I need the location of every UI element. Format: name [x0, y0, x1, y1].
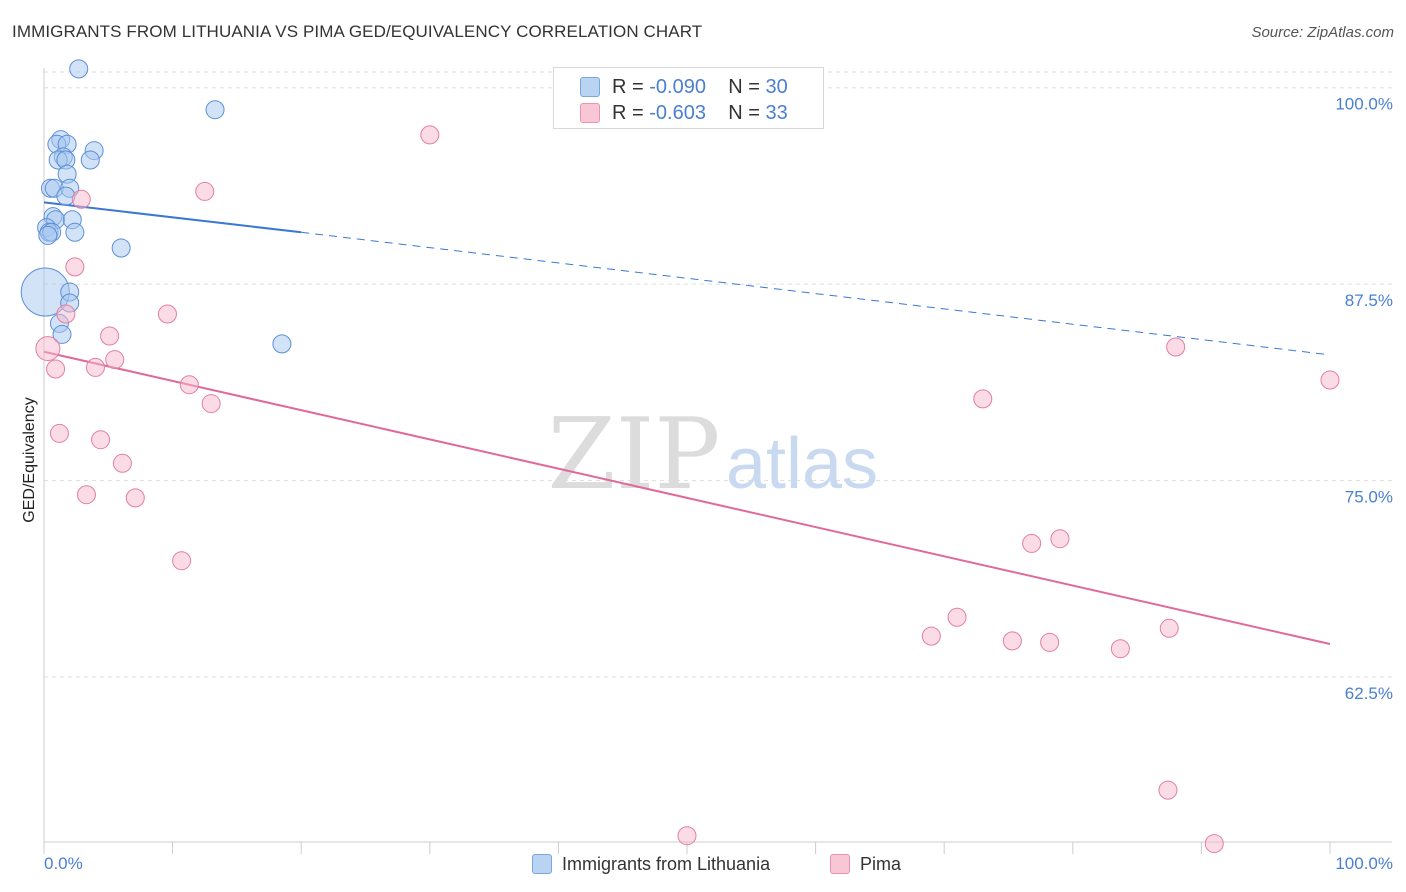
pima-point: [1166, 337, 1186, 357]
pima-point: [35, 336, 61, 362]
lithuania-trend-solid: [43, 201, 302, 234]
watermark-atlas: atlas: [726, 424, 878, 504]
pima-point: [1040, 632, 1060, 652]
y-tick-label: 100.0%: [1335, 95, 1393, 114]
y-tick-label: 75.0%: [1345, 488, 1393, 507]
lithuania-trend-dashed: [301, 231, 1331, 356]
pima-point: [420, 125, 440, 145]
pima-point: [1159, 618, 1179, 638]
pima-point: [46, 359, 66, 379]
pima-point: [201, 394, 221, 414]
lithuania-point: [52, 324, 72, 344]
legend-swatch-pink: [580, 103, 600, 123]
lithuania-point: [205, 100, 225, 120]
legend-swatch-pink: [830, 854, 850, 874]
lithuania-point: [56, 186, 76, 206]
source-credit: Source: ZipAtlas.com: [1251, 24, 1394, 41]
legend-swatch-blue: [580, 77, 600, 97]
pima-point: [100, 326, 120, 346]
data-points: [20, 59, 1340, 854]
pima-point: [157, 304, 177, 324]
r-label: R =: [612, 101, 650, 124]
pima-point: [1022, 533, 1042, 553]
pima-point: [71, 189, 91, 209]
axes: [43, 68, 1392, 854]
lithuania-point: [38, 225, 58, 245]
pima-point: [91, 430, 111, 450]
pima-point: [1320, 370, 1340, 390]
watermark-zip: ZIP: [548, 398, 721, 512]
pima-point: [677, 826, 697, 846]
pima-point: [85, 357, 105, 377]
lithuania-point: [111, 238, 131, 258]
n-value: 33: [765, 101, 788, 124]
n-label: N =: [728, 101, 766, 124]
n-value: 30: [765, 75, 788, 98]
lithuania-point: [80, 150, 100, 170]
y-tick-label: 87.5%: [1345, 291, 1393, 310]
pima-point: [947, 607, 967, 627]
pima-point: [65, 257, 85, 277]
r-label: R =: [612, 75, 650, 98]
r-value: -0.090: [649, 75, 706, 98]
lithuania-point: [69, 59, 89, 79]
pima-point: [56, 304, 76, 324]
n-label: N =: [728, 75, 766, 98]
pima-point: [1002, 631, 1022, 651]
pima-point: [1158, 780, 1178, 800]
pima-point: [112, 453, 132, 473]
x-tick-label: 100.0%: [1335, 854, 1393, 873]
pima-trend-solid: [43, 350, 1331, 645]
watermark: ZIP atlas: [548, 398, 878, 512]
pima-point: [49, 423, 69, 443]
legend-label: Immigrants from Lithuania: [562, 853, 771, 874]
pima-point: [76, 485, 96, 505]
gridlines: [44, 71, 1392, 678]
legend-label: Pima: [860, 853, 902, 874]
lithuania-point: [272, 334, 292, 354]
pima-point: [125, 488, 145, 508]
pima-point: [179, 375, 199, 395]
pima-point: [1110, 639, 1130, 659]
tick-labels: 62.5% 75.0% 87.5% 100.0% 0.0% 100.0%: [44, 95, 1393, 873]
chart-title: IMMIGRANTS FROM LITHUANIA VS PIMA GED/EQ…: [12, 22, 703, 41]
legend-swatch-blue: [532, 854, 552, 874]
legend-item-pima: Pima: [830, 852, 901, 876]
r-value: -0.603: [649, 101, 706, 124]
y-tick-label: 62.5%: [1345, 684, 1393, 703]
x-tick-label: 0.0%: [44, 854, 83, 873]
pima-point: [105, 350, 125, 370]
pima-point: [973, 389, 993, 409]
pima-point: [1204, 834, 1224, 854]
pima-point: [195, 181, 215, 201]
trend-lines: [43, 201, 1331, 645]
legend-item-lithuania: Immigrants from Lithuania: [532, 852, 770, 876]
pima-point: [172, 551, 192, 571]
correlation-legend: R = -0.090 N = 30 R = -0.603 N = 33: [553, 67, 824, 129]
lithuania-point: [65, 222, 85, 242]
pima-point: [1050, 529, 1070, 549]
pima-point: [921, 626, 941, 646]
